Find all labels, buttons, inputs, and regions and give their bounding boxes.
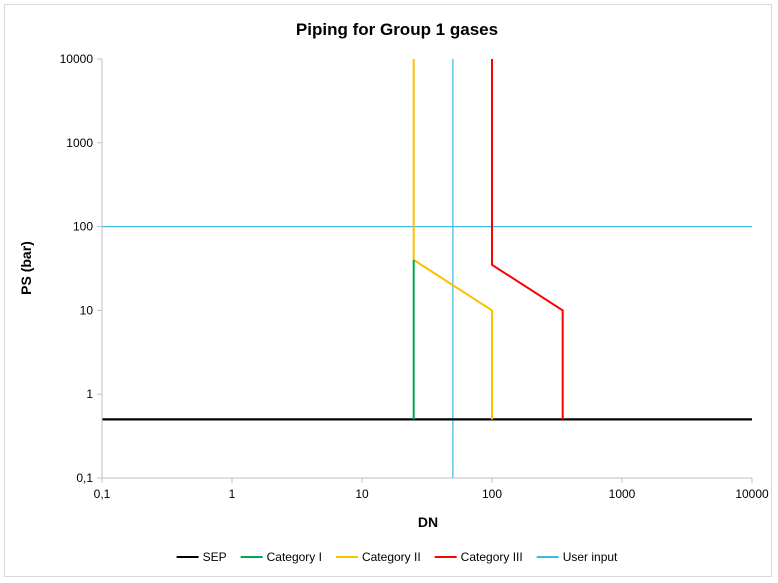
x-tick-label: 1000 [609, 487, 636, 501]
y-tick-label: 10000 [60, 52, 94, 66]
chart-title: Piping for Group 1 gases [296, 20, 498, 39]
x-tick-label: 1 [229, 487, 236, 501]
y-axis-title: PS (bar) [18, 241, 34, 295]
ticks-layer: 0,1 1 10 100 1000 10000 0,1 1 10 100 1000 10000 [60, 52, 769, 501]
y-tick-label: 1000 [66, 136, 93, 150]
x-tick-label: 10000 [735, 487, 769, 501]
axes-layer [101, 59, 752, 479]
y-tick-label: 0,1 [76, 471, 93, 485]
chart-svg: Piping for Group 1 gases 0,1 1 10 100 1000 10… [18, 20, 769, 564]
legend-label: Category II [362, 550, 421, 564]
x-tick-label: 10 [355, 487, 369, 501]
legend: SEP Category I Category II Category III User… [176, 550, 618, 564]
legend-item-category-iii: Category III [434, 550, 523, 564]
legend-item-category-ii: Category II [335, 550, 421, 564]
x-tick-label: 100 [482, 487, 502, 501]
chart-frame: Piping for Group 1 gases 0,1 1 10 100 1000 10… [4, 4, 772, 577]
x-tick-label: 0,1 [94, 487, 111, 501]
legend-label: Category I [267, 550, 322, 564]
legend-item-sep: SEP [176, 550, 227, 564]
legend-label: User input [563, 550, 618, 564]
series-layer [102, 59, 752, 478]
y-tick-label: 10 [80, 303, 94, 317]
legend-item-user-input: User input [536, 550, 618, 564]
legend-label: Category III [461, 550, 523, 564]
legend-label: SEP [203, 550, 227, 564]
series-line-category-ii [412, 59, 493, 420]
series-line-category-iii [491, 59, 564, 420]
legend-item-category-i: Category I [240, 550, 322, 564]
y-tick-label: 100 [73, 220, 93, 234]
y-tick-label: 1 [86, 387, 93, 401]
x-axis-title: DN [418, 514, 438, 530]
